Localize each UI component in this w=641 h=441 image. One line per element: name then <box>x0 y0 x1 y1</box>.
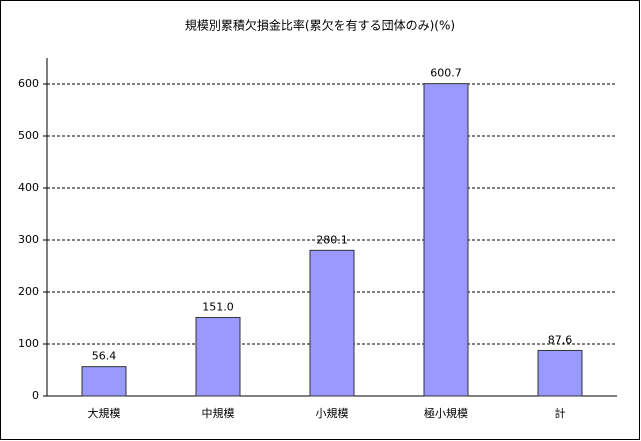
y-tick-label: 600 <box>18 77 39 90</box>
y-tick-label: 200 <box>18 285 39 298</box>
bar <box>423 83 469 397</box>
chart-title: 規模別累積欠損金比率(累欠を有する団体のみ)(%) <box>185 18 455 33</box>
value-label: 151.0 <box>202 300 234 313</box>
bar <box>81 366 127 397</box>
x-tick-label: 小規模 <box>316 406 349 420</box>
y-tick-label: 0 <box>32 389 39 402</box>
y-tick-label: 100 <box>18 337 39 350</box>
value-label: 87.6 <box>548 333 573 346</box>
x-tick-label: 大規模 <box>88 406 121 420</box>
x-tick-label: 極小規模 <box>424 406 468 420</box>
value-label: 56.4 <box>92 350 117 363</box>
value-label: 600.7 <box>430 67 462 80</box>
y-tick-label: 400 <box>18 181 39 194</box>
bar <box>309 249 355 397</box>
bar <box>537 349 583 397</box>
x-tick-label: 中規模 <box>202 406 235 420</box>
y-tick-label: 300 <box>18 233 39 246</box>
bar <box>195 316 241 397</box>
x-tick-label: 計 <box>555 406 566 420</box>
value-label: 280.1 <box>316 233 348 246</box>
y-tick-label: 500 <box>18 129 39 142</box>
